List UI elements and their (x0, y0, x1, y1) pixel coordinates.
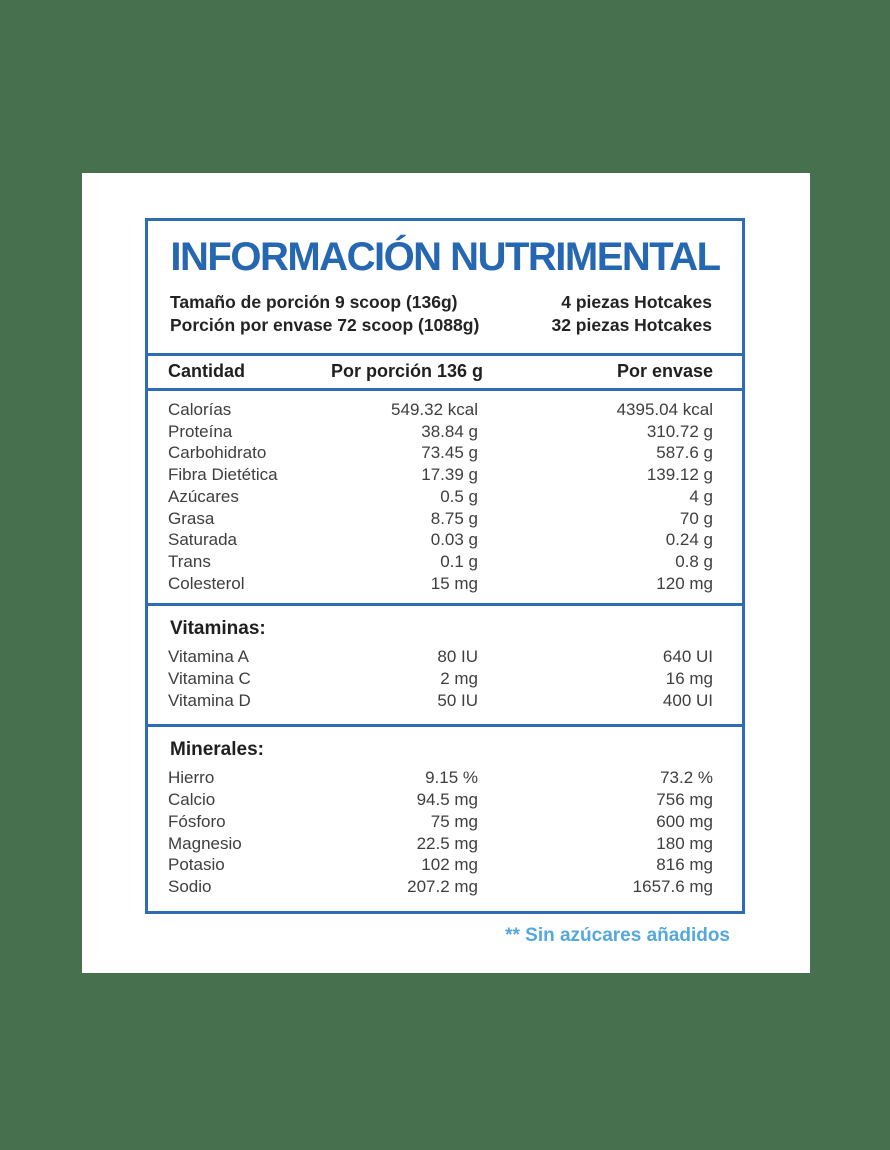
per-serving-value: 0.03 g (430, 530, 478, 550)
nutrient-name: Magnesio (168, 833, 242, 853)
section-vitaminas: Vitaminas: Vitamina A 80 IU 640 UI Vitamina … (148, 603, 742, 724)
per-container-value: 756 mg (656, 790, 713, 810)
nutrient-row: Fósforo 75 mg 600 mg (148, 811, 742, 833)
per-serving-value: 75 mg (430, 811, 478, 831)
nutrient-row: Calorías 549.32 kcal 4395.04 kcal (148, 399, 742, 421)
column-header-per-container: Por envase (616, 361, 713, 381)
per-container-value: 16 mg (665, 669, 713, 689)
nutrient-name: Proteína (168, 421, 233, 441)
section-macros: Calorías 549.32 kcal 4395.04 kcal Proteína 3… (148, 391, 742, 603)
per-serving-value: 9.15 % (425, 768, 478, 788)
nutrient-row: Fibra Dietética 17.39 g 139.12 g (148, 464, 742, 486)
per-container-value: 120 mg (656, 573, 713, 593)
nutrient-name: Vitamina A (168, 647, 249, 667)
serving-size-equivalent: 4 piezas Hotcakes (561, 292, 712, 312)
per-container-value: 139.12 g (646, 465, 713, 485)
per-container-value: 70 g (679, 508, 713, 528)
per-container-value: 180 mg (656, 833, 713, 853)
per-container-value: 816 mg (656, 855, 713, 875)
table-title: INFORMACIÓN NUTRIMENTAL (170, 235, 721, 279)
per-container-value: 0.8 g (675, 551, 713, 571)
per-container-value: 400 UI (662, 690, 713, 710)
nutrient-name: Potasio (168, 855, 225, 875)
per-serving-value: 22.5 mg (416, 833, 478, 853)
section-minerales: Minerales: Hierro 9.15 % 73.2 % Calcio 94.5 m… (148, 724, 742, 910)
per-container-value: 310.72 g (646, 421, 713, 441)
nutrient-row: Grasa 8.75 g 70 g (148, 508, 742, 530)
nutrient-name: Calcio (168, 790, 216, 810)
nutrient-name: Vitamina D (168, 690, 251, 710)
servings-per-container-row: Porción por envase 72 scoop (1088g) 32 p… (170, 314, 712, 337)
footnote: ** Sin azúcares añadidos (505, 925, 730, 946)
nutrient-row: Saturada 0.03 g 0.24 g (148, 529, 742, 551)
per-container-value: 640 UI (662, 647, 713, 667)
nutrient-row: Vitamina C 2 mg 16 mg (148, 668, 742, 690)
nutrient-name: Saturada (168, 530, 237, 550)
per-serving-value: 50 IU (437, 690, 478, 710)
section-heading-vitaminas: Vitaminas: (170, 618, 266, 640)
nutrient-row: Potasio 102 mg 816 mg (148, 854, 742, 876)
nutrient-row: Calcio 94.5 mg 756 mg (148, 789, 742, 811)
serving-size-row: Tamaño de porción 9 scoop (136g) 4 pieza… (170, 291, 712, 314)
nutrient-name: Grasa (168, 508, 215, 528)
per-container-value: 600 mg (656, 811, 713, 831)
per-container-value: 4 g (689, 486, 713, 506)
nutrient-name: Vitamina C (168, 669, 251, 689)
nutrient-name: Azúcares (168, 486, 239, 506)
nutrient-row: Magnesio 22.5 mg 180 mg (148, 833, 742, 855)
per-serving-value: 38.84 g (421, 421, 478, 441)
nutrient-row: Hierro 9.15 % 73.2 % (148, 767, 742, 789)
nutrient-row: Trans 0.1 g 0.8 g (148, 551, 742, 573)
nutrition-table: INFORMACIÓN NUTRIMENTAL Tamaño de porció… (145, 218, 745, 914)
per-serving-value: 102 mg (421, 855, 478, 875)
serving-info: Tamaño de porción 9 scoop (136g) 4 pieza… (148, 291, 742, 353)
nutrient-name: Colesterol (168, 573, 245, 593)
per-serving-value: 8.75 g (430, 508, 478, 528)
per-serving-value: 17.39 g (421, 465, 478, 485)
label-card: INFORMACIÓN NUTRIMENTAL Tamaño de porció… (82, 173, 810, 973)
nutrient-row: Proteína 38.84 g 310.72 g (148, 421, 742, 443)
per-container-value: 1657.6 mg (632, 876, 713, 896)
section-heading-minerales: Minerales: (170, 739, 264, 761)
nutrient-name: Trans (168, 551, 211, 571)
nutrient-row: Vitamina A 80 IU 640 UI (148, 646, 742, 668)
per-container-value: 4395.04 kcal (616, 400, 713, 419)
nutrient-name: Hierro (168, 768, 215, 788)
per-serving-value: 2 mg (440, 669, 478, 689)
per-serving-value: 0.1 g (440, 551, 478, 571)
per-serving-value: 207.2 mg (407, 876, 478, 896)
nutrient-row: Colesterol 15 mg 120 mg (148, 573, 742, 595)
per-serving-value: 80 IU (437, 647, 478, 667)
servings-per-container-label: Porción por envase 72 scoop (1088g) (170, 315, 480, 335)
per-container-value: 73.2 % (660, 768, 713, 788)
nutrient-row: Carbohidrato 73.45 g 587.6 g (148, 442, 742, 464)
per-serving-value: 549.32 kcal (391, 400, 478, 419)
servings-per-container-equivalent: 32 piezas Hotcakes (551, 315, 712, 335)
column-header-per-serving: Por porción 136 g (331, 361, 484, 381)
nutrient-name: Fibra Dietética (168, 465, 278, 485)
nutrient-name: Sodio (168, 876, 212, 896)
nutrient-row: Azúcares 0.5 g 4 g (148, 486, 742, 508)
per-serving-value: 0.5 g (440, 486, 478, 506)
per-serving-value: 73.45 g (421, 443, 478, 463)
per-container-value: 0.24 g (665, 530, 713, 550)
per-container-value: 587.6 g (656, 443, 713, 463)
column-header-row: Cantidad Por porción 136 g Por envase (148, 353, 742, 391)
serving-size-label: Tamaño de porción 9 scoop (136g) (170, 292, 458, 312)
nutrient-name: Carbohidrato (168, 443, 267, 463)
column-header-amount: Cantidad (168, 361, 246, 381)
nutrient-row: Sodio 207.2 mg 1657.6 mg (148, 876, 742, 898)
per-serving-value: 94.5 mg (416, 790, 478, 810)
nutrient-name: Calorías (168, 400, 232, 419)
nutrient-row: Vitamina D 50 IU 400 UI (148, 690, 742, 712)
nutrient-name: Fósforo (168, 811, 226, 831)
per-serving-value: 15 mg (430, 573, 478, 593)
